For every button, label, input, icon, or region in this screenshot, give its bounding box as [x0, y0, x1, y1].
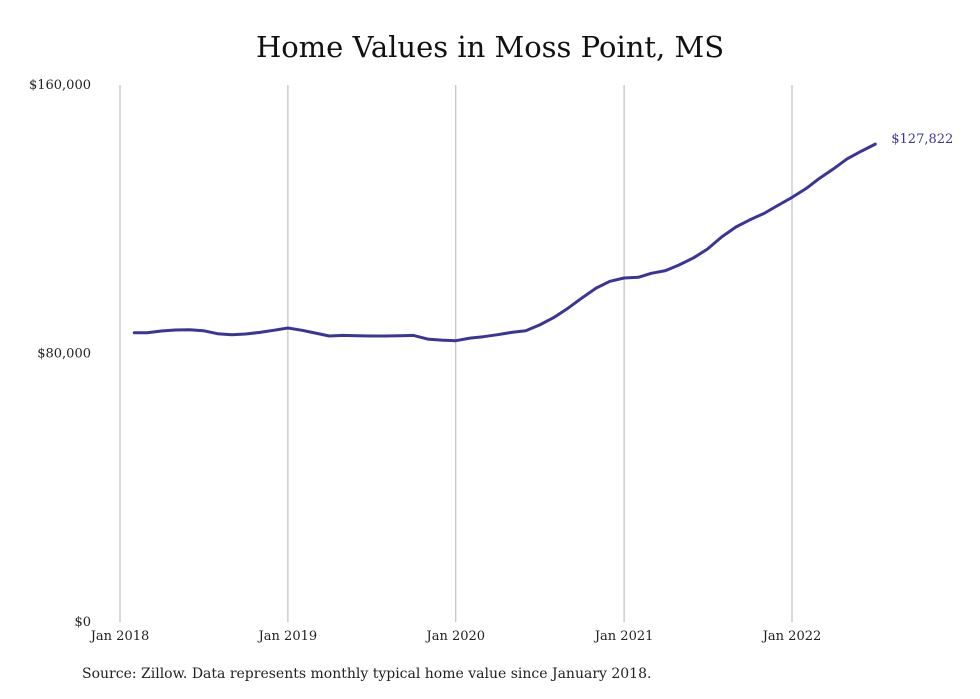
data-point	[188, 328, 191, 331]
data-point	[580, 296, 583, 300]
data-point	[216, 332, 219, 335]
data-point	[706, 247, 709, 251]
data-point	[776, 204, 779, 207]
x-axis: Jan 2018 Jan 2019 Jan 2020 Jan 2021 Jan 2022	[89, 629, 822, 644]
chart-grid	[119, 85, 793, 622]
data-point	[356, 334, 359, 337]
data-point	[845, 157, 849, 161]
data-point	[313, 331, 317, 335]
data-point	[832, 167, 835, 171]
data-point	[244, 332, 247, 336]
y-tick-label: $160,000	[29, 78, 91, 93]
data-point	[160, 329, 163, 333]
x-tick-label: Jan 2022	[761, 629, 822, 644]
data-point	[720, 235, 723, 239]
data-point	[258, 331, 262, 334]
data-point	[230, 333, 233, 336]
data-point	[145, 331, 149, 334]
data-point	[286, 326, 290, 330]
y-tick-label: $0	[74, 615, 91, 630]
data-point	[594, 286, 598, 290]
x-tick-label: Jan 2021	[593, 629, 654, 644]
x-tick-label: Jan 2018	[89, 629, 150, 644]
data-point	[762, 212, 766, 215]
data-point	[341, 334, 345, 337]
data-point	[734, 225, 738, 229]
data-point	[790, 196, 794, 199]
data-point	[202, 329, 205, 332]
data-point	[874, 142, 877, 146]
data-point	[398, 334, 401, 337]
data-point	[552, 316, 555, 319]
data-point	[328, 334, 331, 338]
source-note: Source: Zillow. Data represents monthly …	[82, 666, 652, 682]
data-point	[369, 334, 373, 338]
data-point	[468, 336, 472, 340]
data-point	[538, 323, 541, 327]
data-point	[622, 276, 626, 280]
line-chart: $0$80,000$160,000 Jan 2018 Jan 2019 Jan 20…	[29, 78, 953, 644]
data-point	[440, 338, 443, 342]
data-point	[454, 339, 457, 342]
data-point	[678, 263, 681, 267]
y-axis: $0 $80,000 $160,000	[29, 78, 91, 630]
series-line	[132, 142, 877, 343]
data-point	[524, 329, 527, 332]
data-point	[637, 276, 640, 279]
data-point	[482, 335, 485, 338]
data-point	[860, 149, 863, 153]
data-point	[748, 218, 751, 222]
data-point	[566, 306, 570, 310]
end-value-label: $127,822	[891, 132, 953, 147]
data-point	[496, 333, 499, 336]
data-point	[664, 269, 667, 272]
data-point	[426, 337, 429, 341]
data-point	[817, 177, 821, 180]
chart-title: Home Values in Moss Point, MS	[255, 30, 725, 64]
data-point	[608, 280, 612, 283]
data-point	[650, 272, 653, 275]
data-point	[805, 187, 808, 190]
data-point	[412, 334, 415, 337]
x-tick-label: Jan 2019	[257, 629, 318, 644]
data-point	[300, 329, 304, 332]
y-tick-label: $80,000	[37, 347, 91, 362]
series-group	[132, 142, 877, 343]
data-point	[692, 256, 695, 260]
data-point	[272, 329, 275, 332]
data-point	[133, 331, 136, 334]
annotations: $127,822	[891, 132, 953, 147]
data-point	[510, 331, 513, 334]
data-point	[173, 328, 177, 332]
x-tick-label: Jan 2020	[424, 629, 485, 644]
data-point	[384, 334, 387, 338]
